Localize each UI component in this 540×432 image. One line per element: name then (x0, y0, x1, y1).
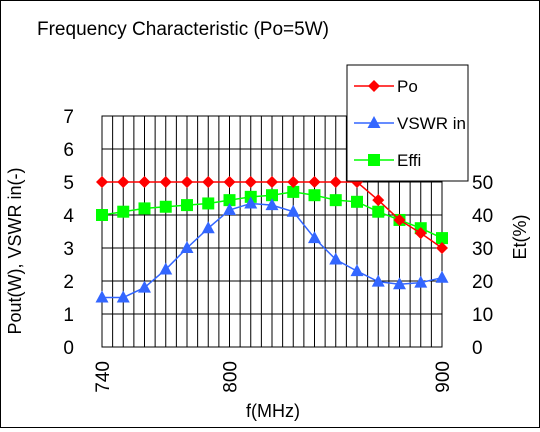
square-marker (138, 202, 151, 215)
legend-label: Po (397, 77, 418, 96)
diamond-marker (202, 176, 215, 188)
series-layer (95, 176, 449, 303)
diamond-marker (308, 176, 321, 188)
y-right-tick-label: 0 (472, 338, 483, 359)
y-right-tick-label: 30 (472, 239, 493, 260)
triangle-marker (435, 270, 449, 283)
series-vswr-in (95, 196, 449, 303)
square-marker (181, 199, 193, 212)
chart-title: Frequency Characteristic (Po=5W) (37, 19, 329, 40)
series-po (96, 176, 448, 254)
triangle-marker (95, 290, 109, 303)
triangle-marker (180, 241, 194, 253)
y-left-tick-label: 6 (63, 140, 74, 161)
y-axis-left-label: Pout(W), VSWR in(-) (5, 167, 25, 334)
square-marker (436, 232, 448, 245)
square-marker (159, 200, 172, 213)
diamond-marker (287, 176, 300, 188)
legend-item: Po (354, 77, 418, 96)
diamond-marker (117, 176, 130, 188)
diamond-marker (244, 176, 257, 188)
diamond-marker (368, 80, 380, 92)
triangle-marker (244, 196, 258, 209)
y-left-tick-label: 5 (63, 173, 74, 194)
y-left-tick-label: 3 (63, 239, 74, 260)
legend-label: VSWR in (397, 114, 466, 133)
diamond-marker (436, 242, 448, 254)
square-marker (96, 209, 108, 221)
diamond-marker (159, 176, 172, 188)
square-marker (372, 205, 385, 218)
y-right-tick-label: 50 (472, 173, 493, 194)
y-left-tick-label: 0 (63, 338, 74, 359)
triangle-marker (371, 274, 385, 287)
y-left-tick-label: 1 (63, 305, 74, 326)
triangle-marker (159, 262, 173, 275)
square-marker (368, 154, 380, 166)
diamond-marker (329, 176, 342, 188)
y-left-tick-label: 7 (63, 107, 74, 128)
legend-item: VSWR in (354, 114, 466, 133)
square-marker (287, 185, 300, 198)
diamond-marker (393, 213, 406, 226)
diamond-marker (266, 176, 278, 188)
square-marker (329, 194, 342, 207)
diamond-marker (138, 176, 151, 188)
triangle-marker (329, 252, 343, 265)
x-tick-label: 900 (433, 361, 454, 393)
diamond-marker (96, 176, 108, 188)
y-right-tick-label: 20 (472, 272, 493, 293)
diamond-marker (414, 227, 427, 240)
triangle-marker (201, 221, 215, 234)
square-marker (351, 195, 363, 208)
triangle-marker (350, 264, 364, 277)
y-left-tick-label: 2 (63, 272, 74, 293)
triangle-marker (286, 204, 300, 217)
square-marker (308, 189, 321, 202)
triangle-marker (265, 198, 279, 211)
triangle-marker (393, 277, 406, 290)
diamond-marker (181, 176, 193, 188)
square-marker (202, 197, 215, 210)
x-tick-label: 800 (221, 361, 242, 393)
axes: 0 1 2 3 4 5 6 7 0 10 20 30 40 50 740 800 900 (63, 107, 493, 393)
triangle-marker (223, 203, 236, 216)
legend-label: Effi (397, 151, 421, 170)
x-axis-label: f(MHz) (246, 401, 300, 421)
legend: Po VSWR in Effi (346, 64, 469, 182)
square-marker (266, 189, 278, 202)
diamond-marker (372, 194, 385, 207)
x-tick-label: 740 (93, 361, 114, 393)
triangle-marker (138, 280, 151, 293)
square-marker (117, 205, 130, 218)
y-left-tick-label: 4 (63, 206, 74, 227)
triangle-marker (414, 275, 428, 288)
diamond-marker (223, 176, 236, 188)
legend-item: Effi (354, 151, 421, 170)
y-axis-right-label: Et(%) (510, 215, 530, 260)
y-right-tick-label: 40 (472, 206, 493, 227)
triangle-marker (116, 290, 130, 303)
square-marker (223, 194, 236, 207)
y-right-tick-label: 10 (472, 305, 493, 326)
triangle-marker (308, 231, 321, 244)
triangle-marker (367, 116, 381, 128)
